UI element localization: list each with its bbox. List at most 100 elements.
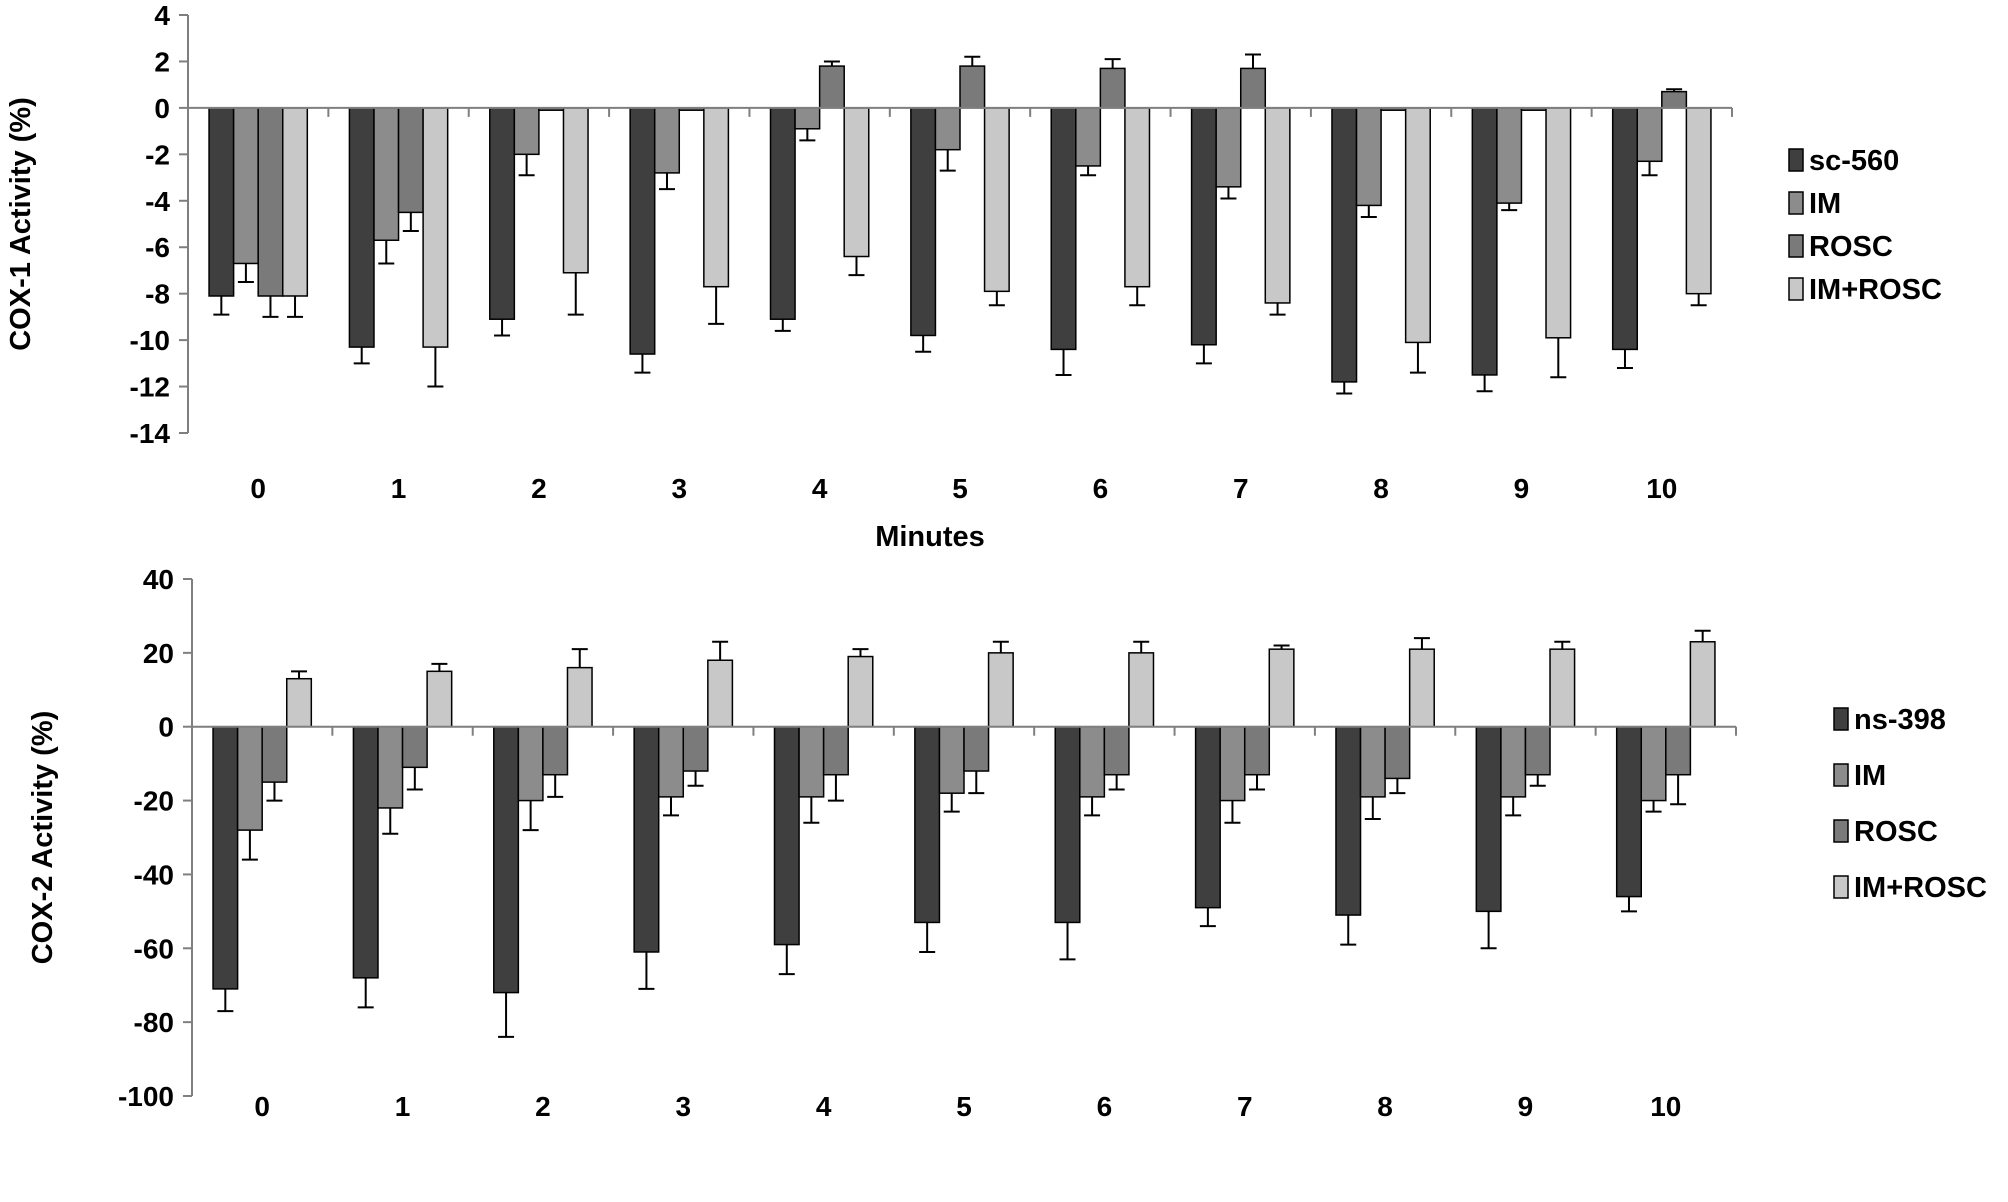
cox2-bar-ns-398-9 — [1475, 725, 1502, 913]
cox2-bar-im-rosc-8 — [1408, 648, 1435, 728]
cox2-bar-im-6 — [1079, 725, 1106, 798]
cox2-bar-ns-398-7 — [1194, 725, 1221, 909]
cox1-bar-im-rosc-10 — [1685, 107, 1712, 295]
cox2-bar-ns-398-2 — [493, 725, 520, 994]
cox2-y-tick-label: -80 — [134, 1007, 174, 1038]
cox2-bar-ns-398-1 — [352, 725, 379, 979]
cox1-legend-label: IM — [1809, 188, 1841, 220]
cox1-bar-im-4 — [794, 107, 821, 130]
cox2-bar-rosc-2 — [542, 725, 569, 776]
cox2-x-tick-label: 0 — [254, 1091, 270, 1122]
cox2-legend-swatch — [1833, 707, 1849, 731]
cox2-bar-ns-398-0 — [212, 725, 239, 990]
cox1-bar-sc-560-7 — [1190, 107, 1217, 346]
cox1-bar-sc-560-9 — [1471, 107, 1498, 376]
cox1-legend-swatch — [1788, 234, 1804, 258]
cox2-bar-im-rosc-7 — [1268, 648, 1295, 728]
cox1-x-tick-label: 6 — [1093, 473, 1109, 504]
cox1-bar-sc-560-3 — [629, 107, 656, 355]
cox1-bar-im-rosc-8 — [1404, 107, 1431, 344]
cox1-bar-rosc-5 — [959, 65, 986, 109]
cox1-y-tick-label: -10 — [130, 325, 170, 356]
cox1-x-tick-label: 8 — [1373, 473, 1389, 504]
cox1-bar-im-3 — [653, 107, 681, 174]
cox1-bar-sc-560-5 — [910, 107, 937, 337]
cox1-bar-im-2 — [513, 107, 540, 156]
cox1-bar-im-rosc-6 — [1124, 107, 1151, 288]
cox2-x-tick-label: 8 — [1377, 1091, 1393, 1122]
cox1-y-tick-label: -14 — [130, 418, 171, 449]
cox1-bar-im-rosc-1 — [422, 107, 449, 348]
cox2-bar-im-1 — [377, 725, 404, 809]
cox1-y-tick-label: -2 — [145, 139, 170, 170]
cox1-legend-label: IM+ROSC — [1809, 274, 1942, 306]
cox2-bar-rosc-3 — [682, 725, 709, 772]
cox1-bar-im-7 — [1215, 107, 1242, 188]
cox2-bar-ns-398-10 — [1615, 725, 1643, 898]
cox1-x-tick-label: 10 — [1646, 473, 1677, 504]
cox1-bar-im-rosc-3 — [703, 107, 730, 288]
cox2-y-tick-label: -20 — [134, 786, 174, 817]
cox2-y-axis-title: COX-2 Activity (%) — [27, 711, 59, 965]
cox2-y-tick-label: -40 — [134, 859, 174, 890]
cox2-bar-rosc-10 — [1665, 725, 1692, 776]
cox1-bar-im-0 — [232, 107, 259, 265]
cox2-bar-rosc-1 — [401, 725, 428, 769]
cox2-legend-label: IM+ROSC — [1854, 872, 1987, 904]
cox2-bar-ns-398-3 — [633, 725, 660, 953]
cox1-bar-sc-560-4 — [769, 107, 796, 320]
cox1-bar-sc-560-10 — [1611, 107, 1639, 351]
cox2-bar-rosc-6 — [1103, 725, 1130, 776]
cox1-bar-im-rosc-7 — [1264, 107, 1291, 304]
cox2-bar-im-rosc-6 — [1128, 652, 1155, 728]
cox2-bar-rosc-4 — [822, 725, 849, 776]
cox1-x-tick-label: 7 — [1233, 473, 1249, 504]
cox2-bar-im-4 — [798, 725, 825, 798]
cox1-y-tick-label: 0 — [154, 93, 170, 124]
cox2-x-tick-label: 2 — [535, 1091, 551, 1122]
cox1-bar-im-rosc-9 — [1545, 107, 1572, 339]
cox2-bar-im-0 — [236, 725, 263, 831]
cox2-bar-im-3 — [657, 725, 685, 798]
cox2-legend-label: ROSC — [1854, 816, 1938, 848]
cox2-bar-im-rosc-5 — [987, 652, 1014, 728]
cox2-bar-im-rosc-1 — [426, 670, 453, 728]
cox1-y-axis-title: COX-1 Activity (%) — [5, 97, 37, 351]
cox1-x-tick-label: 9 — [1514, 473, 1530, 504]
cox1-x-tick-label: 0 — [250, 473, 266, 504]
cox1-bar-rosc-4 — [818, 65, 845, 109]
cox2-bar-im-rosc-3 — [707, 659, 734, 728]
cox2-legend-label: IM — [1854, 760, 1886, 792]
cox2-bar-rosc-9 — [1524, 725, 1551, 776]
cox1-y-tick-label: 4 — [154, 0, 170, 31]
cox2-x-tick-label: 6 — [1097, 1091, 1113, 1122]
cox1-bar-sc-560-2 — [489, 107, 516, 320]
cox2-x-tick-label: 10 — [1650, 1091, 1681, 1122]
cox2-legend-label: ns-398 — [1854, 704, 1946, 736]
cox2-x-tick-label: 9 — [1518, 1091, 1534, 1122]
cox1-y-tick-label: -4 — [145, 186, 170, 217]
cox1-bar-im-rosc-5 — [983, 107, 1010, 293]
cox2-legend-swatch — [1833, 819, 1849, 843]
cox2-bar-im-10 — [1640, 725, 1667, 802]
cox2-bar-rosc-7 — [1243, 725, 1271, 776]
cox1-bar-im-10 — [1636, 107, 1663, 163]
cox1-x-tick-label: 4 — [812, 473, 828, 504]
cox1-bar-im-9 — [1496, 107, 1523, 204]
cox2-legend-swatch — [1833, 763, 1849, 787]
cox2-bar-im-9 — [1500, 725, 1527, 798]
cox1-legend-swatch — [1788, 191, 1804, 215]
cox1-bar-im-1 — [373, 107, 400, 242]
cox2-y-tick-label: -100 — [118, 1081, 174, 1112]
cox2-bar-ns-398-4 — [773, 725, 800, 946]
cox1-legend-label: sc-560 — [1809, 145, 1899, 177]
cox1-x-tick-label: 1 — [391, 473, 407, 504]
cox1-y-tick-label: -6 — [145, 232, 170, 263]
cox1-bar-rosc-6 — [1099, 67, 1126, 109]
cox1-bar-im-8 — [1355, 107, 1382, 207]
cox1-x-axis-title: Minutes — [875, 521, 985, 553]
cox2-y-tick-label: 0 — [158, 712, 174, 743]
cox1-bar-rosc-0 — [257, 107, 284, 297]
cox1-legend-swatch — [1788, 148, 1804, 172]
cox1-y-tick-label: 2 — [154, 46, 170, 77]
